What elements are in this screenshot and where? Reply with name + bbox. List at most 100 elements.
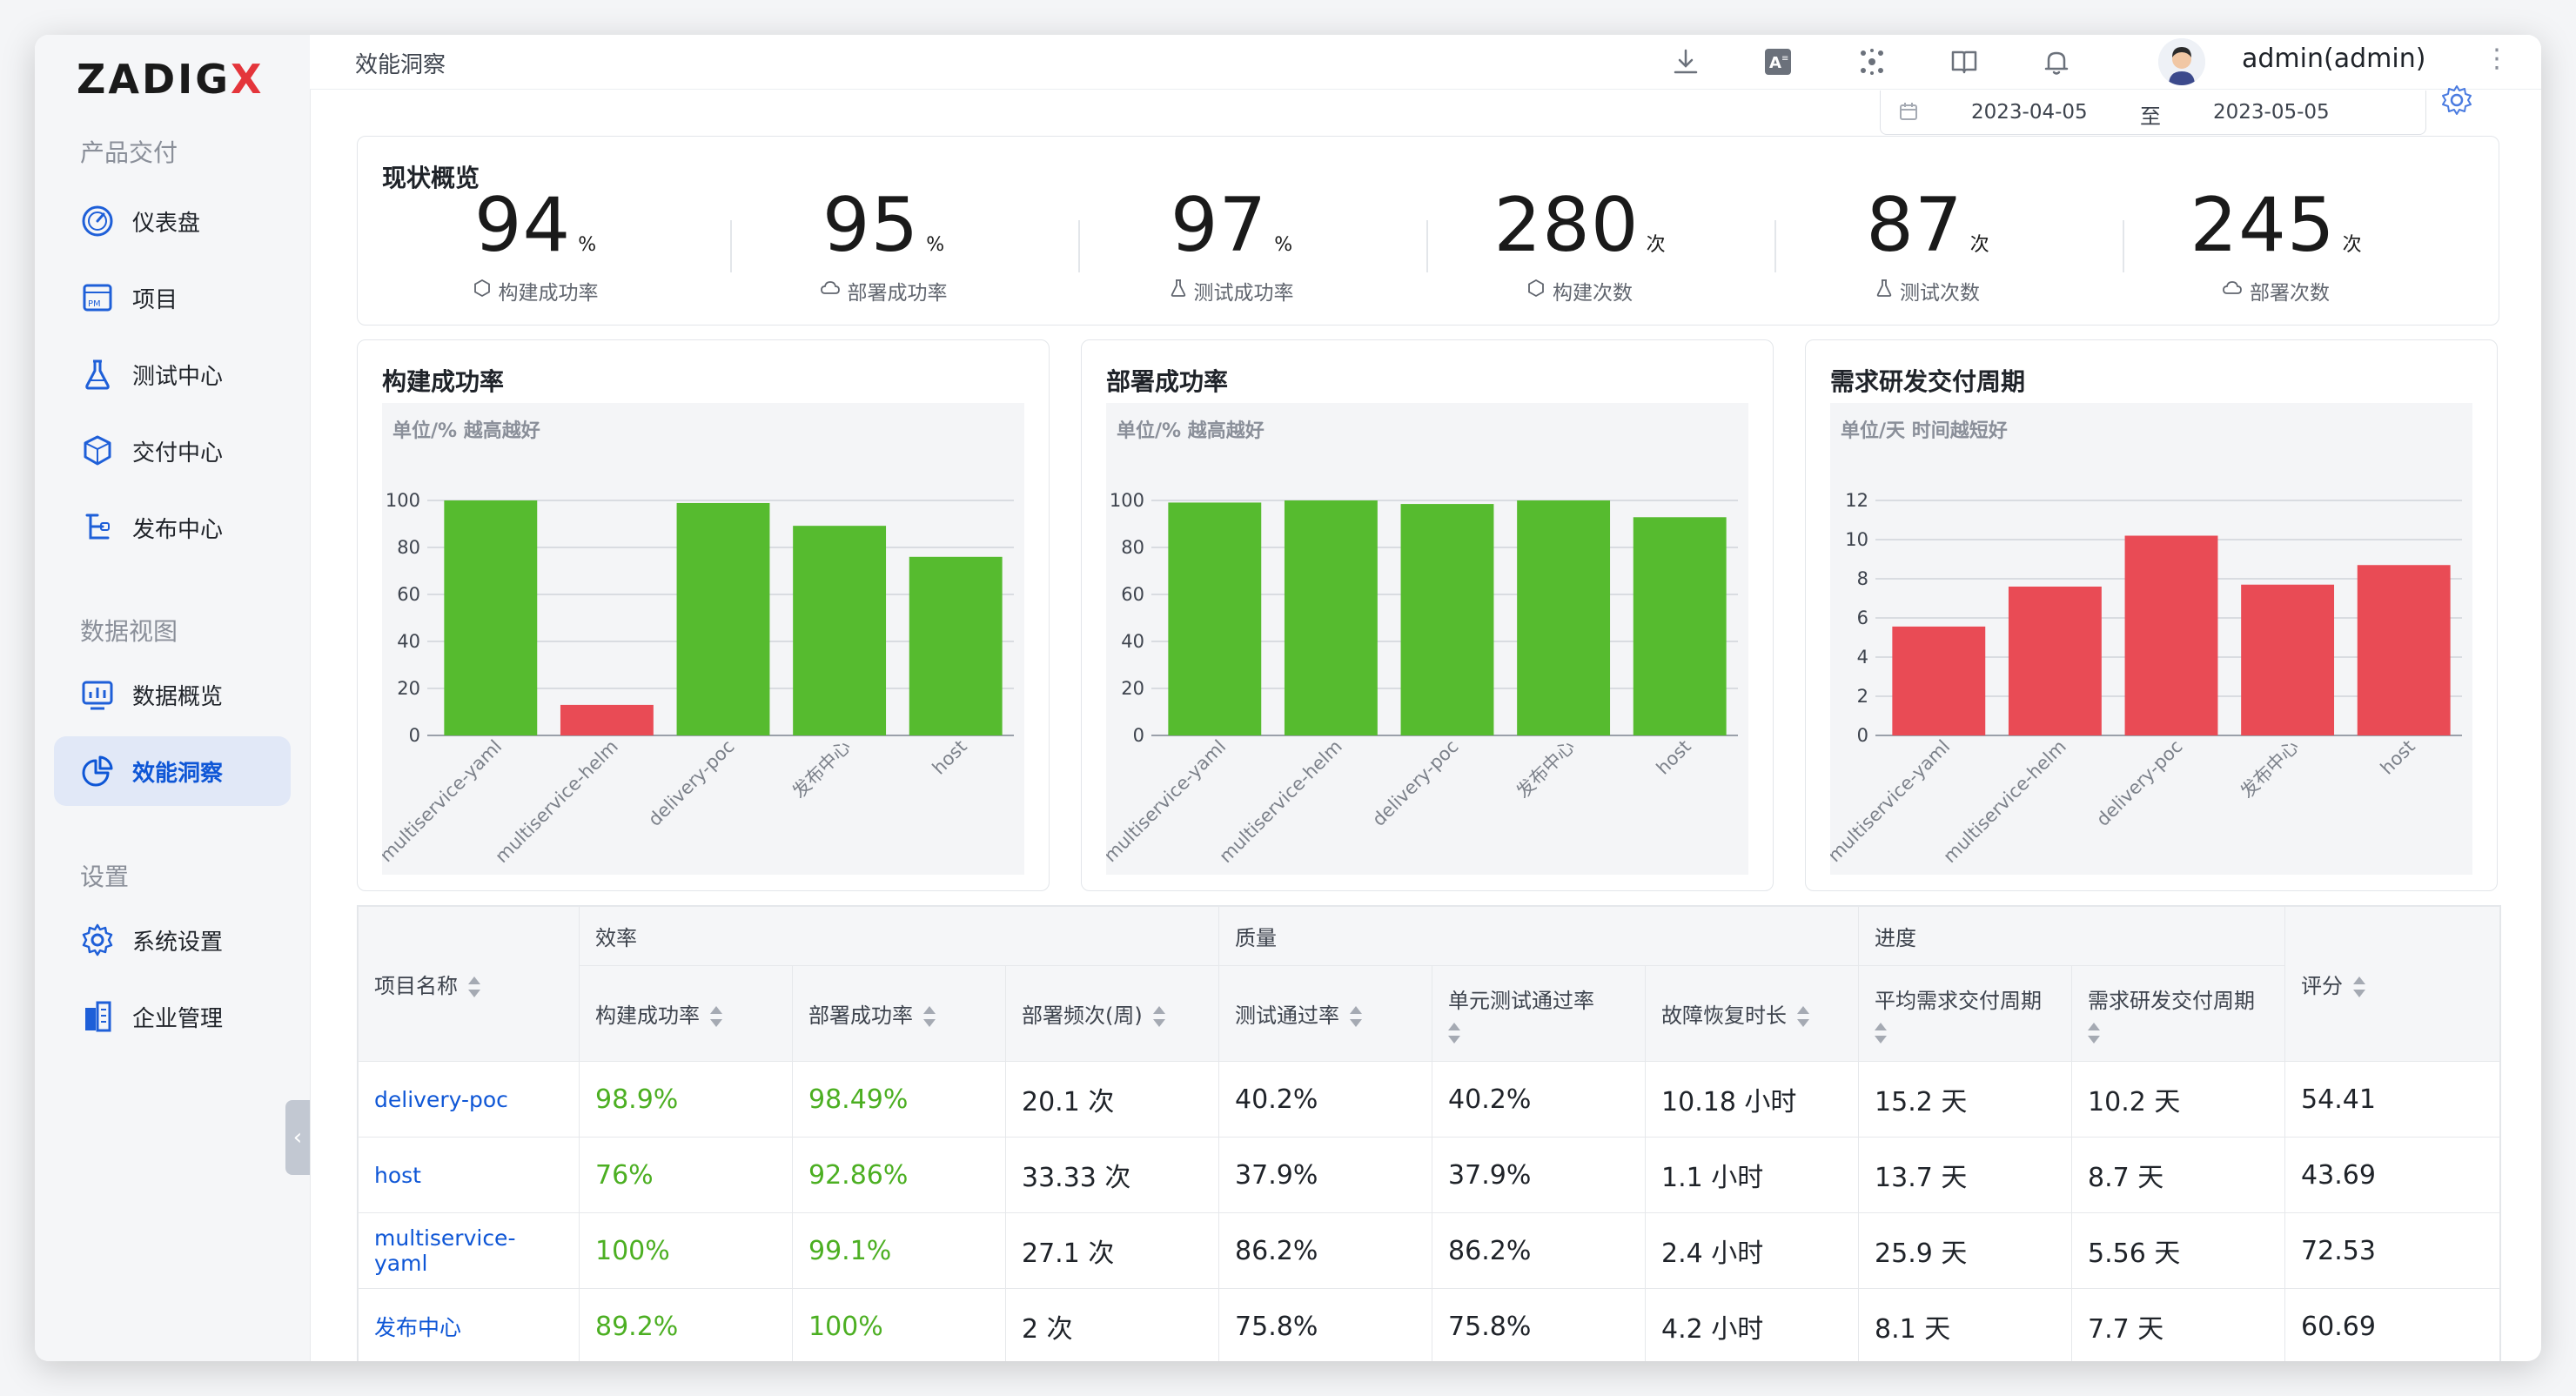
date-start[interactable]: 2023-04-05 (1971, 101, 2088, 124)
table-cell: 27.1 次 (1004, 1212, 1220, 1289)
sidebar-item-efficiency-insight[interactable]: 效能洞察 (54, 736, 291, 806)
sort-icon[interactable] (710, 1006, 722, 1027)
y-tick-label: 8 (1857, 568, 1868, 589)
y-tick-label: 80 (397, 537, 420, 558)
stat-test-success-rate: 97% 测试成功率 (1057, 182, 1405, 312)
table-row: host 76% 92.86% 33.33 次 37.9% 37.9% 1.1 … (358, 1137, 2500, 1213)
download-icon[interactable] (1667, 44, 1704, 80)
y-tick-label: 100 (386, 490, 420, 511)
sidebar-item-system-settings[interactable]: 系统设置 (54, 905, 291, 975)
bar (2124, 535, 2218, 735)
header-label: 故障恢复时长 (1661, 1003, 1788, 1028)
table-cell: 76% (579, 1137, 793, 1213)
stat-value: 94 (473, 182, 572, 269)
stat-build-success-rate: 94% 构建成功率 (361, 182, 709, 312)
column-header-project[interactable]: 项目名称 (358, 906, 580, 1062)
group-header-progress: 进度 (1858, 906, 2286, 966)
table-cell: 5.56 天 (2071, 1212, 2286, 1289)
sort-icon[interactable] (1875, 1023, 1888, 1044)
table-cell: 37.9% (1218, 1137, 1433, 1213)
book-icon[interactable] (1946, 44, 1982, 80)
header-label: 构建成功率 (595, 1003, 700, 1028)
chart-area: 单位/天 时间越短好 0 2 4 6 8 10 12 multiservice-yaml mul… (1830, 403, 2472, 875)
monitor-chart-icon (78, 675, 117, 714)
sidebar-item-project[interactable]: PM 项目 (54, 263, 291, 332)
sidebar-collapse-handle[interactable]: ‹ (285, 1100, 310, 1175)
sidebar-item-release-center[interactable]: 发布中心 (54, 493, 291, 562)
table-row: 发布中心 89.2% 100% 2 次 75.8% 75.8% 4.2 小时 8… (358, 1288, 2500, 1361)
sidebar-item-test-center[interactable]: 测试中心 (54, 339, 291, 409)
gear-icon (78, 921, 117, 959)
sort-icon[interactable] (1152, 1006, 1165, 1027)
column-header-build-success[interactable]: 构建成功率 (579, 965, 793, 1062)
bell-icon[interactable] (2038, 44, 2075, 80)
project-link[interactable]: 发布中心 (358, 1288, 580, 1361)
insight-table: 项目名称 效率 质量 进度 评分 构建成功率 部署成功率 部署频次(周) 测试通… (357, 905, 2501, 1361)
table-cell: 2 次 (1004, 1288, 1220, 1361)
stat-unit: % (926, 234, 945, 256)
sort-icon[interactable] (1797, 1006, 1810, 1027)
y-tick-label: 6 (1857, 607, 1868, 628)
sidebar-item-delivery-center[interactable]: 交付中心 (54, 416, 291, 486)
svg-text:A: A (1769, 54, 1781, 72)
username[interactable]: admin(admin) (2242, 44, 2426, 74)
date-end[interactable]: 2023-05-05 (2213, 101, 2330, 124)
sort-icon[interactable] (1448, 1023, 1461, 1044)
sidebar-item-enterprise[interactable]: 企业管理 (54, 982, 291, 1051)
column-header-recovery-time[interactable]: 故障恢复时长 (1645, 965, 1860, 1062)
chart-subtitle: 单位/% 越高越好 (392, 420, 540, 442)
x-tick-label: multiservice-yaml (1830, 736, 1954, 867)
flask-icon (1170, 279, 1187, 303)
table-cell: 10.2 天 (2071, 1061, 2286, 1138)
x-tick-label: delivery-poc (1368, 736, 1462, 830)
stat-divider (1078, 220, 1080, 272)
more-vertical-icon[interactable]: ⋮ (2484, 44, 2510, 74)
sort-icon[interactable] (468, 977, 480, 997)
sort-icon[interactable] (2353, 977, 2366, 997)
column-header-test-pass-rate[interactable]: 测试通过率 (1218, 965, 1433, 1062)
y-tick-label: 40 (397, 631, 420, 652)
sort-icon[interactable] (923, 1006, 936, 1027)
project-link[interactable]: host (358, 1137, 580, 1213)
stat-label: 部署成功率 (847, 282, 948, 305)
sidebar-item-dashboard[interactable]: 仪表盘 (54, 186, 291, 256)
bar (1284, 500, 1378, 735)
y-tick-label: 60 (397, 584, 420, 605)
table-cell: 100% (792, 1288, 1006, 1361)
column-header-score[interactable]: 评分 (2284, 906, 2500, 1062)
chart-card-build-success: 构建成功率 单位/% 越高越好 0 20 40 60 80 100 multiservice… (357, 339, 1050, 891)
translate-icon[interactable]: A ≡ (1760, 44, 1796, 80)
sort-icon[interactable] (2088, 1023, 2101, 1044)
stat-divider (1426, 220, 1428, 272)
sidebar-item-label: 仪表盘 (132, 210, 201, 237)
score-cell: 43.69 (2284, 1137, 2500, 1213)
sidebar-item-data-overview[interactable]: 数据概览 (54, 660, 291, 729)
y-tick-label: 60 (1121, 584, 1144, 605)
svg-text:≡: ≡ (1781, 54, 1788, 64)
table-cell: 100% (579, 1212, 793, 1289)
column-header-dev-lead-time[interactable]: 需求研发交付周期 (2071, 965, 2286, 1062)
settings-gear-icon[interactable] (2438, 82, 2475, 122)
column-header-deploy-frequency[interactable]: 部署频次(周) (1004, 965, 1220, 1062)
table-cell: 99.1% (792, 1212, 1006, 1289)
column-header-avg-lead-time[interactable]: 平均需求交付周期 (1858, 965, 2073, 1062)
sidebar: ZADIG X 产品交付 仪表盘 PM 项目 测试中心 交付中心 (35, 35, 311, 1361)
chart-title: 部署成功率 (1106, 367, 1229, 396)
svg-text:PM: PM (88, 299, 101, 309)
avatar[interactable] (2158, 38, 2205, 85)
project-link[interactable]: multiservice-yaml (358, 1212, 580, 1289)
bar (1168, 502, 1262, 735)
project-link[interactable]: delivery-poc (358, 1061, 580, 1138)
chart-area: 单位/% 越高越好 0 20 40 60 80 100 multiservice-yaml m… (1106, 403, 1748, 875)
column-header-deploy-success[interactable]: 部署成功率 (792, 965, 1006, 1062)
flask-icon (78, 355, 117, 393)
column-header-unit-test-pass-rate[interactable]: 单元测试通过率 (1432, 965, 1647, 1062)
date-range-picker[interactable]: 2023-04-05 至 2023-05-05 (1880, 91, 2426, 135)
apps-icon[interactable] (1854, 44, 1890, 80)
bar (676, 502, 770, 735)
sort-icon[interactable] (1350, 1006, 1363, 1027)
stat-divider (1774, 220, 1776, 272)
zadig-logo[interactable]: ZADIG X (77, 49, 264, 110)
bar (2241, 584, 2335, 735)
header-label: 评分 (2301, 974, 2344, 998)
